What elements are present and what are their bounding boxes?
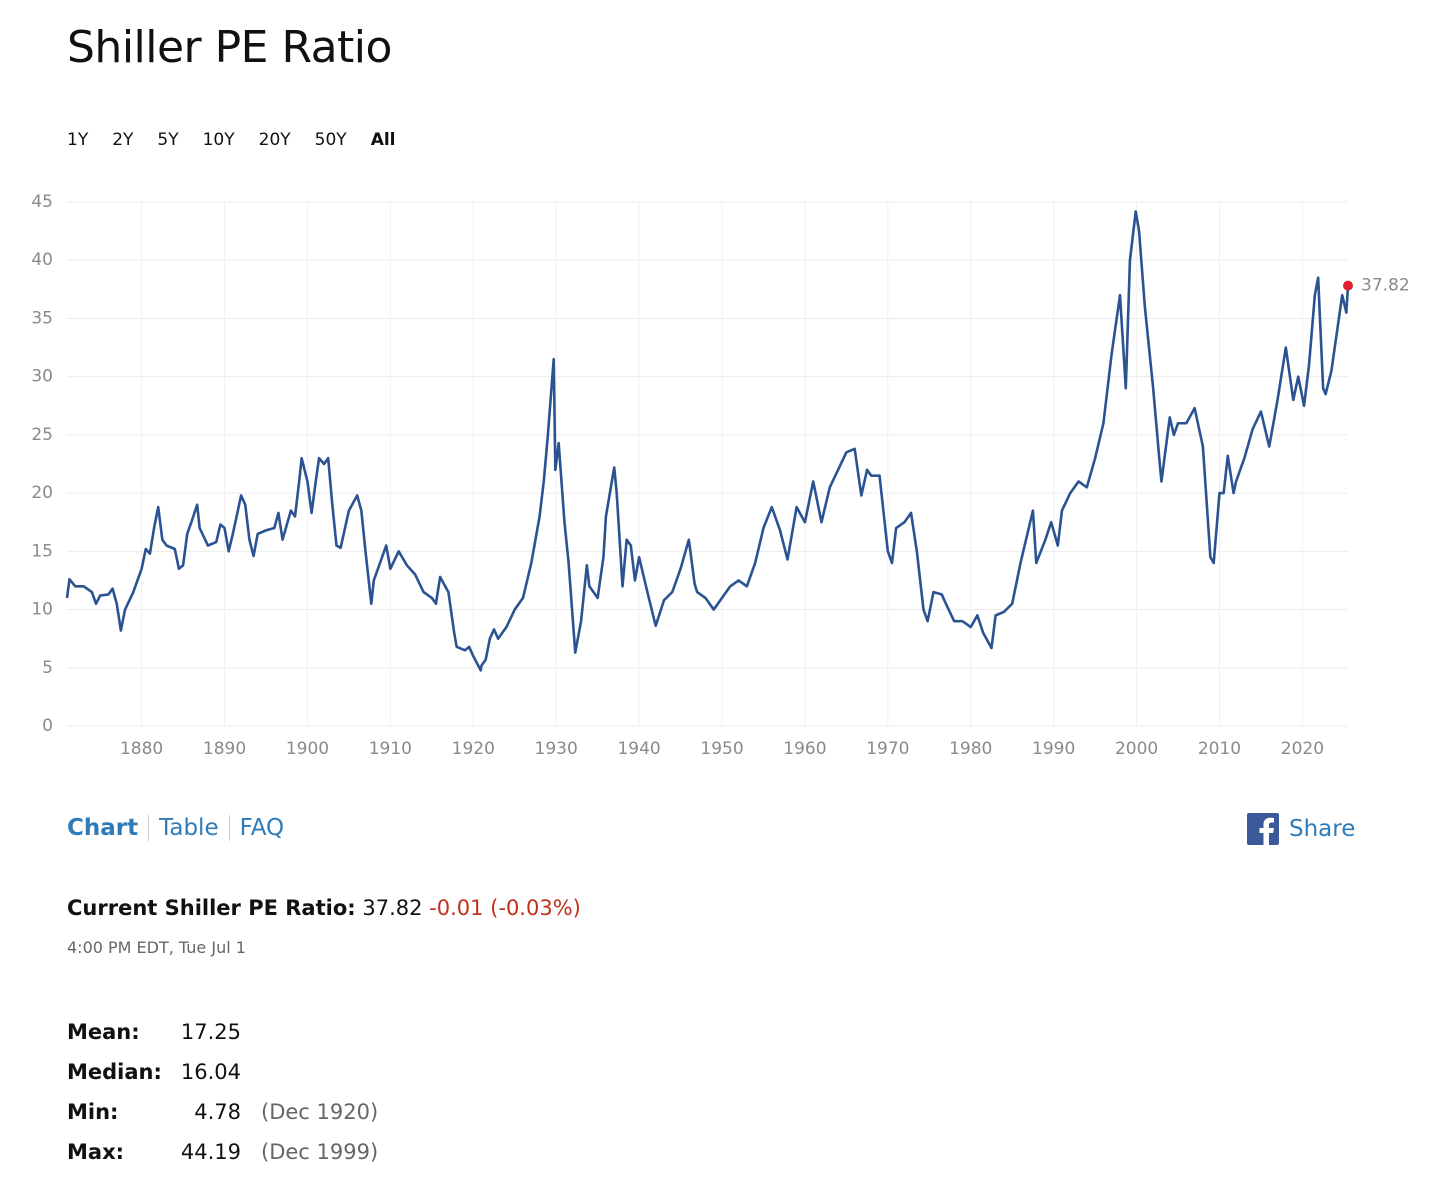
range-button[interactable]: All — [370, 130, 396, 150]
range-button[interactable]: 1Y — [67, 130, 89, 150]
stat-label: Max: — [67, 1140, 125, 1164]
x-tick-label: 1970 — [866, 739, 909, 759]
x-tick-label: 1990 — [1032, 739, 1075, 759]
stat-label: Median: — [67, 1060, 162, 1084]
page-title: Shiller PE Ratio — [67, 22, 392, 73]
tab[interactable]: Table — [148, 815, 228, 841]
x-tick-label: 1950 — [700, 739, 743, 759]
chart: 0 5 10 15 20 25 30 35 40 45 1880 1890 1900 1910 1920 19… — [31, 192, 1410, 759]
stat-date: (Dec 1920) — [261, 1100, 379, 1124]
x-tick-label: 1930 — [535, 739, 578, 759]
y-tick-label: 20 — [31, 483, 53, 503]
last-point — [1343, 280, 1353, 291]
x-tick-label: 1900 — [286, 739, 329, 759]
share-label[interactable]: Share — [1289, 816, 1356, 842]
range-button[interactable]: 2Y — [112, 130, 134, 150]
y-tick-label: 30 — [31, 367, 53, 387]
stat-date: (Dec 1999) — [261, 1140, 379, 1164]
current-change: -0.01 (-0.03%) — [429, 896, 581, 920]
x-tick-label: 2000 — [1115, 739, 1158, 759]
facebook-icon — [1247, 813, 1279, 845]
x-tick-label: 2010 — [1198, 739, 1241, 759]
range-button[interactable]: 5Y — [157, 130, 179, 150]
stat-row: Min: 4.78 (Dec 1920) — [67, 1092, 378, 1132]
current-value: Current Shiller PE Ratio: 37.82 -0.01 (-… — [67, 896, 581, 920]
range-selector: 1Y 2Y 5Y 10Y 20Y 50Y All — [67, 130, 396, 150]
stat-label: Mean: — [67, 1020, 140, 1044]
x-tick-label: 1920 — [452, 739, 495, 759]
y-tick-label: 10 — [31, 600, 53, 620]
y-tick-label: 35 — [31, 308, 53, 328]
range-button[interactable]: 20Y — [258, 130, 291, 150]
current-label: Current Shiller PE Ratio: — [67, 896, 356, 920]
range-button[interactable]: 10Y — [202, 130, 235, 150]
stat-value: 44.19 — [180, 1140, 241, 1164]
stat-value: 4.78 — [194, 1100, 241, 1124]
y-tick-label: 25 — [31, 425, 53, 445]
line — [65, 210, 1350, 672]
x-tick-label: 2020 — [1281, 739, 1324, 759]
tab[interactable]: Chart — [67, 815, 139, 841]
stat-row: Max: 44.19 (Dec 1999) — [67, 1132, 378, 1172]
x-tick-label: 1880 — [120, 739, 163, 759]
stat-label: Min: — [67, 1100, 119, 1124]
tabs: Chart Table FAQ — [67, 815, 294, 841]
current-number: 37.82 — [362, 896, 423, 920]
y-tick-label: 15 — [31, 541, 53, 561]
x-tick-label: 1940 — [617, 739, 660, 759]
x-tick-label: 1890 — [203, 739, 246, 759]
timestamp: 4:00 PM EDT, Tue Jul 1 — [67, 938, 246, 957]
y-tick-label: 40 — [31, 250, 53, 270]
y-tick-label: 5 — [42, 658, 53, 678]
last-value-label: 37.82 — [1361, 276, 1410, 296]
share-button[interactable]: Share — [1247, 813, 1355, 845]
y-tick-label: 45 — [31, 192, 53, 212]
stat-row: Median: 16.04 — [67, 1052, 378, 1092]
x-tick-label: 1910 — [369, 739, 412, 759]
stat-row: Mean: 17.25 — [67, 1012, 378, 1052]
x-tick-label: 1960 — [783, 739, 826, 759]
stats-table: Mean: 17.25 Median: 16.04 Min: 4.78 (Dec 1920)… — [67, 1012, 378, 1172]
tab[interactable]: FAQ — [228, 815, 295, 841]
x-tick-label: 1980 — [949, 739, 992, 759]
stat-value: 17.25 — [180, 1020, 241, 1044]
range-button[interactable]: 50Y — [314, 130, 347, 150]
y-tick-label: 0 — [42, 716, 53, 736]
stat-value: 16.04 — [180, 1060, 241, 1084]
